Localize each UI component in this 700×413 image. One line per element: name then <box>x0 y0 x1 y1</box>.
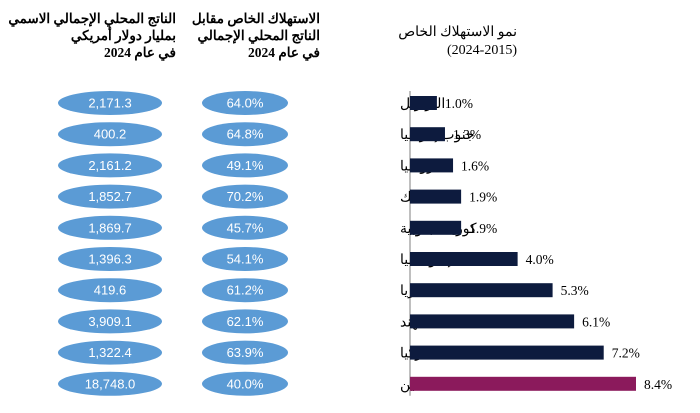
share-value-label: 49.1% <box>227 158 264 173</box>
gdp-value-label: 1,869.7 <box>88 220 131 235</box>
bar <box>410 127 445 142</box>
gdp-value-label: 1,852.7 <box>88 189 131 204</box>
share-value-label: 70.2% <box>227 189 264 204</box>
gdp-value-label: 3,909.1 <box>88 314 131 329</box>
bar <box>410 376 636 391</box>
bar-value-label: 1.9% <box>469 190 497 205</box>
share-value-label: 62.1% <box>227 314 264 329</box>
gdp-value-label: 18,748.0 <box>85 376 136 391</box>
gdp-value-label: 2,161.2 <box>88 158 131 173</box>
share-value-label: 40.0% <box>227 376 264 391</box>
bar-value-label: 8.4% <box>644 377 672 392</box>
share-value-label: 54.1% <box>227 252 264 267</box>
bar-value-label: 6.1% <box>582 314 610 329</box>
gdp-value-label: 419.6 <box>94 283 127 298</box>
bar <box>410 220 462 235</box>
gdp-pill <box>58 278 162 303</box>
consumption-share-column-header: الاستهلاك الخاص مقابل الناتج المحلي الإج… <box>191 11 320 60</box>
gdp-value-label: 1,396.3 <box>88 252 131 267</box>
bar <box>410 96 437 110</box>
bar-value-label: 1.0% <box>445 96 473 111</box>
share-pill <box>202 215 288 240</box>
share-pill <box>202 184 288 209</box>
gdp-pill <box>58 153 162 178</box>
gdp-value-label: 2,171.3 <box>88 96 131 111</box>
bar <box>410 345 604 360</box>
share-value-label: 63.9% <box>227 345 264 360</box>
share-pill <box>202 247 288 271</box>
bar-value-label: 7.2% <box>612 346 640 361</box>
bar <box>410 314 575 329</box>
share-value-label: 45.7% <box>227 220 264 235</box>
gdp-pill <box>58 91 162 115</box>
share-pill <box>202 153 288 178</box>
share-value-label: 61.2% <box>227 283 264 298</box>
share-pill <box>202 371 288 396</box>
bar <box>410 252 518 266</box>
gdp-pill <box>58 247 162 271</box>
gdp-pill <box>58 309 162 334</box>
share-value-label: 64.0% <box>227 96 264 111</box>
share-pill <box>202 91 288 115</box>
gdp-value-label: 400.2 <box>94 127 127 142</box>
bar-value-label: 1.9% <box>469 221 497 236</box>
gdp-column-header: الناتج المحلي الإجمالي الاسمي بمليار دول… <box>8 11 176 60</box>
bar <box>410 283 553 298</box>
share-pill <box>202 309 288 334</box>
bar-value-label: 1.6% <box>461 158 489 173</box>
growth-chart-header: نمو الاستهلاك الخاص (2024-2015) <box>398 25 517 58</box>
bar-value-label: 5.3% <box>561 283 589 298</box>
gdp-value-label: 1,322.4 <box>88 345 131 360</box>
gdp-pill <box>58 340 162 365</box>
share-value-label: 64.8% <box>227 127 264 142</box>
share-pill <box>202 122 288 147</box>
share-pill <box>202 278 288 303</box>
gdp-pill <box>58 122 162 147</box>
bar <box>410 189 462 204</box>
gdp-pill <box>58 371 162 396</box>
gdp-pill <box>58 184 162 209</box>
bar-value-label: 4.0% <box>526 252 554 267</box>
bar-value-label: 1.3% <box>453 127 481 142</box>
gdp-pill <box>58 215 162 240</box>
bar <box>410 158 454 173</box>
share-pill <box>202 340 288 365</box>
